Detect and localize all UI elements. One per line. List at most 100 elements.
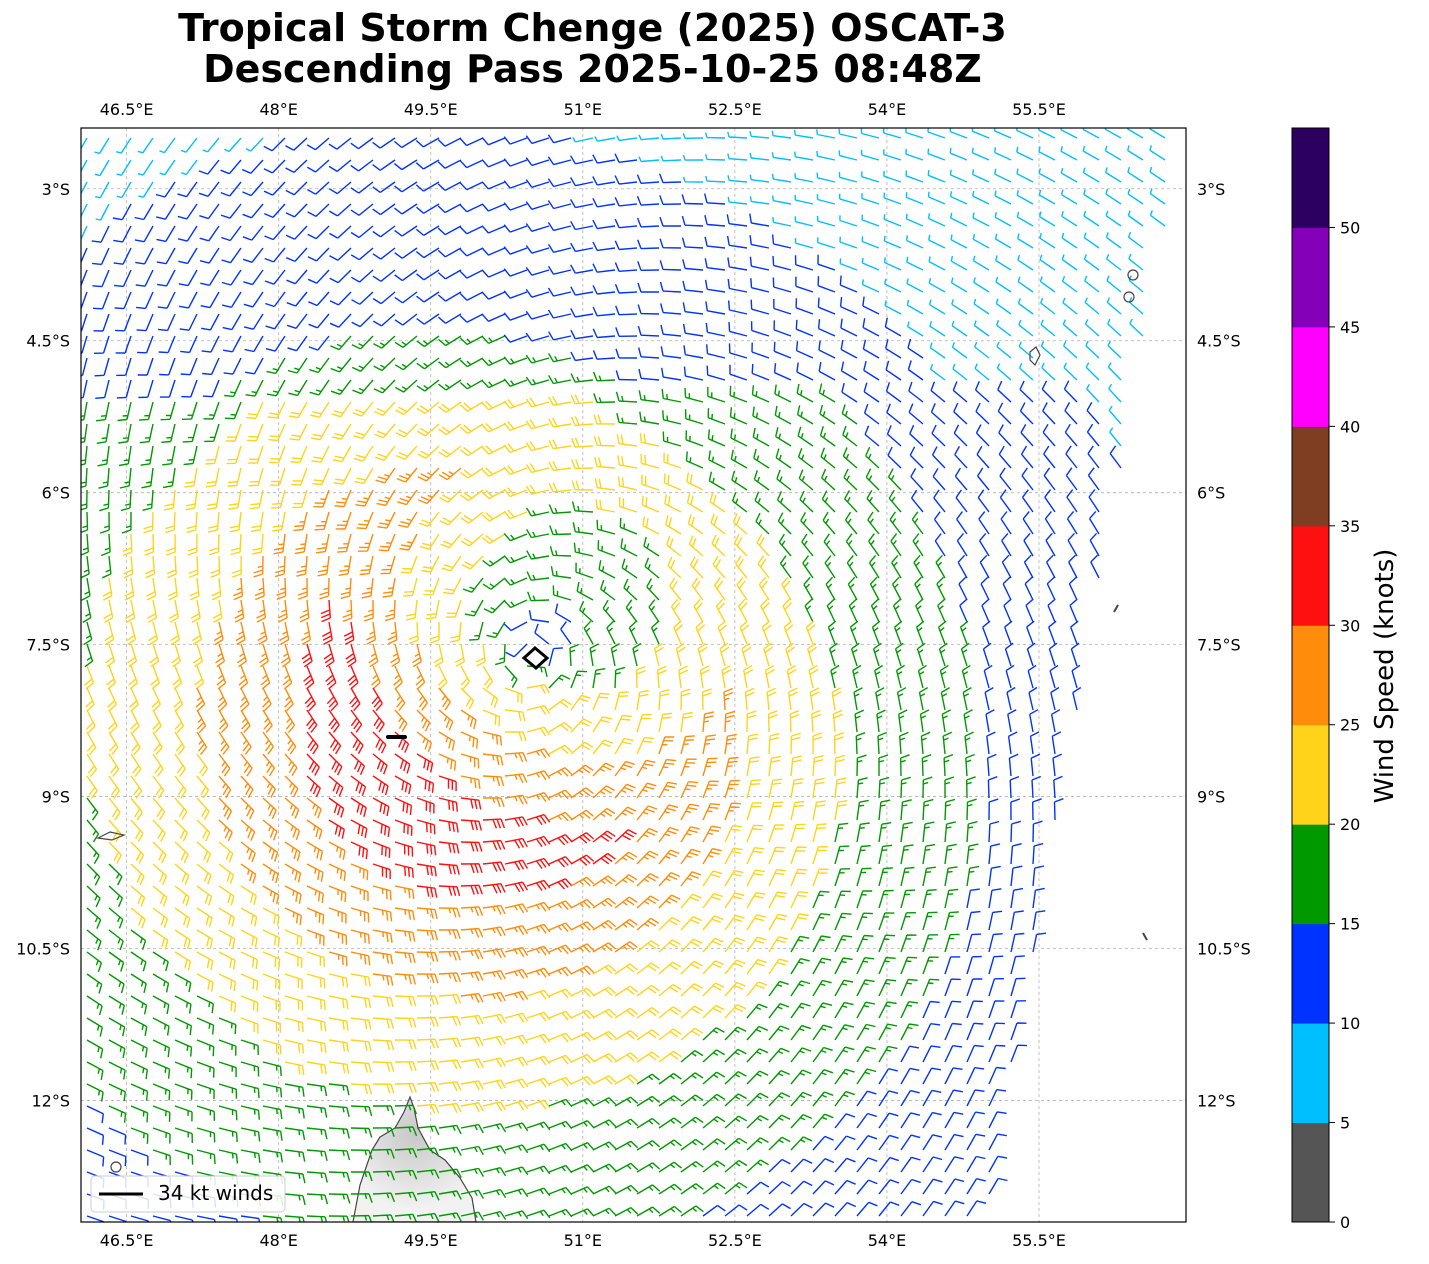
wind-barb xyxy=(503,246,528,255)
wind-barb xyxy=(262,1039,282,1055)
wind-barb xyxy=(486,621,506,639)
wind-barb xyxy=(353,445,374,462)
wind-barb xyxy=(460,511,484,524)
wind-barb xyxy=(481,335,506,345)
wind-barb xyxy=(81,203,88,218)
wind-barb xyxy=(459,159,484,169)
wind-barb xyxy=(460,1080,484,1091)
wind-barb xyxy=(768,801,784,821)
wind-barb xyxy=(799,490,814,513)
wind-barb xyxy=(988,955,1004,975)
wind-barb xyxy=(973,320,990,337)
wind-barb xyxy=(525,441,550,452)
wind-barb xyxy=(526,1055,551,1066)
wind-barb xyxy=(592,716,613,733)
wind-barb xyxy=(335,511,352,530)
wind-barb xyxy=(262,687,272,712)
wind-barb xyxy=(1010,820,1021,843)
wind-barb xyxy=(460,1014,484,1025)
wind-barb xyxy=(194,665,205,690)
wind-barb xyxy=(724,779,740,799)
wind-barb xyxy=(891,576,902,601)
wind-barb xyxy=(350,841,368,860)
wind-barb xyxy=(922,1200,943,1217)
wind-barb xyxy=(372,709,385,733)
wind-barb xyxy=(525,332,550,342)
wind-barb xyxy=(130,1083,149,1101)
wind-barb xyxy=(878,979,897,997)
wind-barb xyxy=(171,643,182,668)
wind-barb xyxy=(768,958,789,975)
wind-barb xyxy=(377,511,396,529)
wind-barb xyxy=(86,841,100,864)
wind-barb xyxy=(393,159,418,171)
wind-barb xyxy=(460,731,479,749)
wind-barb xyxy=(572,522,594,535)
wind-barb xyxy=(1061,211,1078,227)
wind-barb xyxy=(636,1095,661,1107)
wind-barb xyxy=(900,1067,920,1085)
wind-barb xyxy=(823,533,836,557)
wind-barb xyxy=(372,269,396,282)
wind-barb xyxy=(724,959,746,975)
wind-barb xyxy=(704,279,726,293)
wind-barb xyxy=(394,1191,418,1202)
wind-barb xyxy=(353,423,374,440)
colorbar-tick-label: 30 xyxy=(1340,616,1360,635)
wind-barb xyxy=(244,357,264,375)
wind-barb xyxy=(861,236,880,249)
wind-barb xyxy=(862,339,880,359)
wind-barb xyxy=(438,775,457,792)
wind-barb xyxy=(726,214,748,227)
wind-barb xyxy=(1038,211,1056,227)
wind-barb xyxy=(130,995,148,1015)
wind-barb xyxy=(211,577,222,601)
wind-barb xyxy=(1084,275,1100,293)
wind-barb xyxy=(372,929,393,943)
wind-barb xyxy=(350,159,374,172)
wind-barb xyxy=(921,754,932,777)
wind-barb xyxy=(159,379,176,398)
wind-barb xyxy=(152,885,168,907)
wind-barb xyxy=(460,467,484,479)
wind-barb xyxy=(306,709,318,733)
wind-barb xyxy=(982,642,992,667)
wind-barb xyxy=(233,577,244,601)
wind-barb xyxy=(570,987,595,998)
wind-barb xyxy=(663,473,682,491)
wind-barb xyxy=(503,443,528,454)
wind-barb xyxy=(1105,188,1122,205)
wind-barb xyxy=(878,822,892,843)
wind-barb xyxy=(637,282,659,293)
wind-barb xyxy=(702,1093,726,1107)
wind-barb xyxy=(108,797,121,821)
wind-barb xyxy=(526,813,551,826)
wind-barb xyxy=(856,799,869,821)
wind-barb xyxy=(1066,510,1078,535)
wind-barb xyxy=(196,1061,215,1078)
wind-barb xyxy=(959,598,968,623)
wind-barb xyxy=(732,513,748,535)
wind-barb xyxy=(1032,820,1043,843)
wind-barb xyxy=(276,577,287,600)
wind-barb xyxy=(840,361,858,381)
wind-barb xyxy=(922,1134,943,1151)
wind-barb xyxy=(262,929,280,948)
wind-barb xyxy=(614,175,638,185)
wind-barb xyxy=(988,865,1001,887)
wind-barb xyxy=(852,664,862,689)
wind-barb xyxy=(459,335,484,346)
wind-barb xyxy=(504,794,528,805)
wind-barb xyxy=(1063,340,1078,359)
lon-tick-label-bottom: 46.5°E xyxy=(100,1231,154,1250)
wind-barb xyxy=(483,599,506,614)
wind-barb xyxy=(222,313,242,331)
lat-tick-label-right: 6°S xyxy=(1197,484,1225,503)
wind-barb xyxy=(834,1068,855,1085)
wind-barb xyxy=(262,863,279,884)
wind-barb xyxy=(264,247,286,263)
wind-barb xyxy=(95,181,110,199)
wind-barb xyxy=(682,259,704,271)
wind-barb xyxy=(768,732,780,755)
wind-barb xyxy=(460,1211,485,1221)
